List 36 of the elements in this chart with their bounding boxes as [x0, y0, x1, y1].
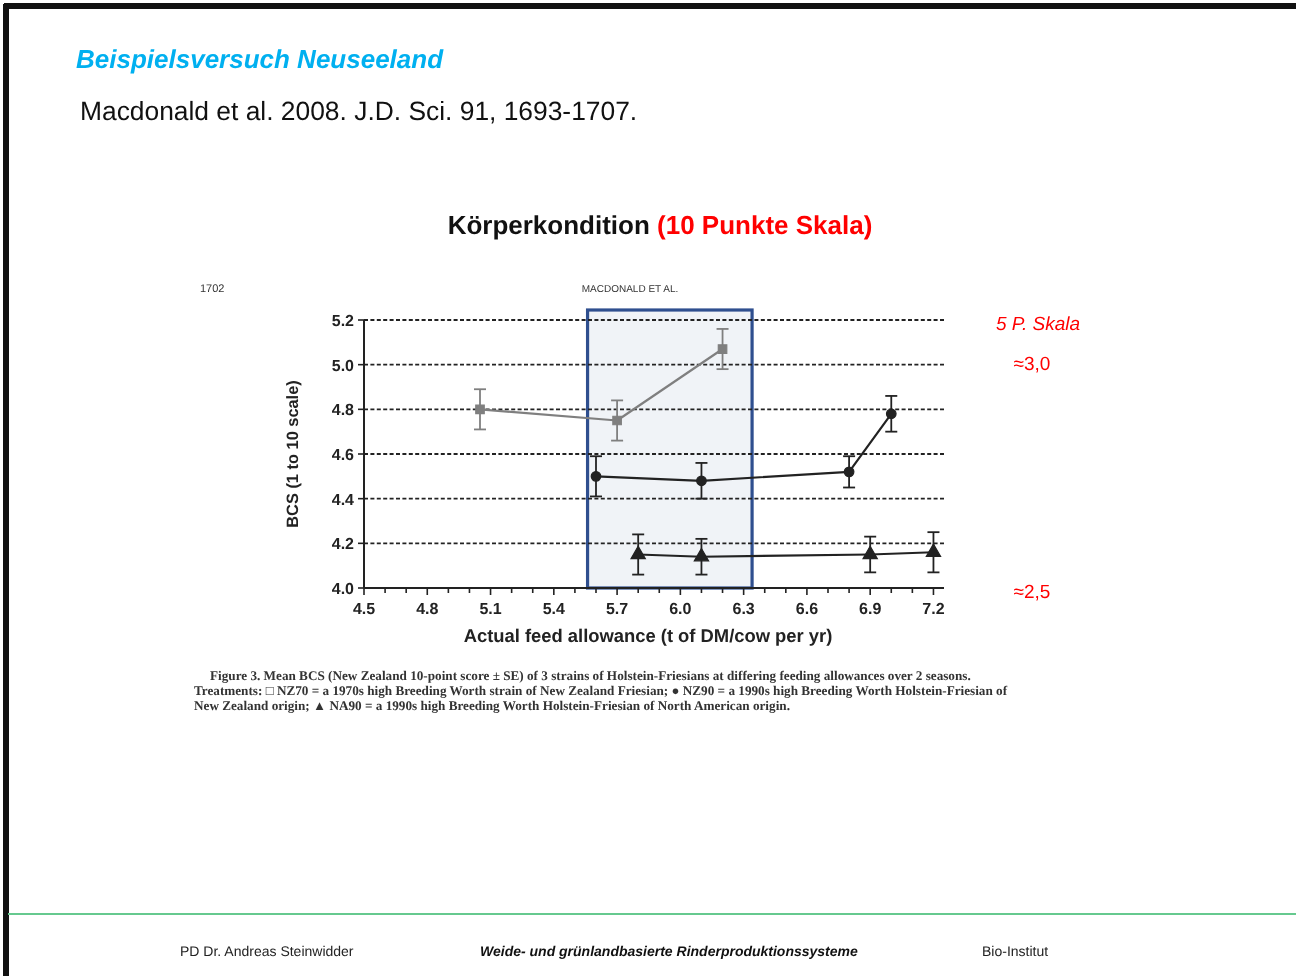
point [717, 344, 728, 354]
point [862, 545, 878, 560]
y-tick-label: 4.6 [331, 446, 356, 464]
text: Macdonald et al. 2008. J.D. Sci. 91, 1693-1707. [80, 96, 638, 126]
text: 5 P. Skala [995, 314, 1081, 336]
x-tick-label: 4.8 [416, 600, 440, 618]
text: ≈2,5 [1013, 582, 1051, 604]
text: Beispielsversuch Neuseeland [76, 44, 446, 74]
x-tick-label: 6.0 [669, 600, 693, 618]
x-tick-label: 5.7 [605, 600, 630, 618]
y-tick-label: 4.4 [331, 490, 356, 509]
y-tick-label: 4.2 [331, 535, 356, 554]
chart-title: Körperkondition (10 Punkte Skala) [447, 210, 873, 240]
text: ≈3,0 [1013, 354, 1051, 376]
y-tick-label: 4.0 [331, 580, 356, 598]
x-tick-label: 6.9 [859, 600, 883, 618]
y-tick-label: 5.2 [331, 312, 356, 330]
point [612, 415, 622, 426]
point [925, 543, 942, 557]
point [475, 404, 485, 415]
point [590, 470, 602, 482]
point [885, 408, 897, 420]
x-axis-title: Actual feed allowance (t of DM/cow per yr) [463, 626, 833, 646]
x-tick-label: 7.2 [922, 600, 946, 618]
x-tick-label: 5.4 [542, 600, 567, 618]
point [693, 547, 710, 562]
x-tick-label: 4.5 [352, 600, 377, 618]
point [843, 466, 855, 478]
x-tick-label: 6.3 [732, 600, 756, 618]
point [696, 475, 707, 487]
point [630, 545, 646, 560]
y-tick-label: 5.0 [331, 356, 356, 375]
x-tick-label: 5.1 [479, 600, 503, 618]
x-tick-label: 6.6 [795, 600, 820, 618]
y-axis-title: BCS (1 to 10 scale) [284, 379, 302, 528]
y-tick-label: 4.8 [331, 401, 356, 420]
